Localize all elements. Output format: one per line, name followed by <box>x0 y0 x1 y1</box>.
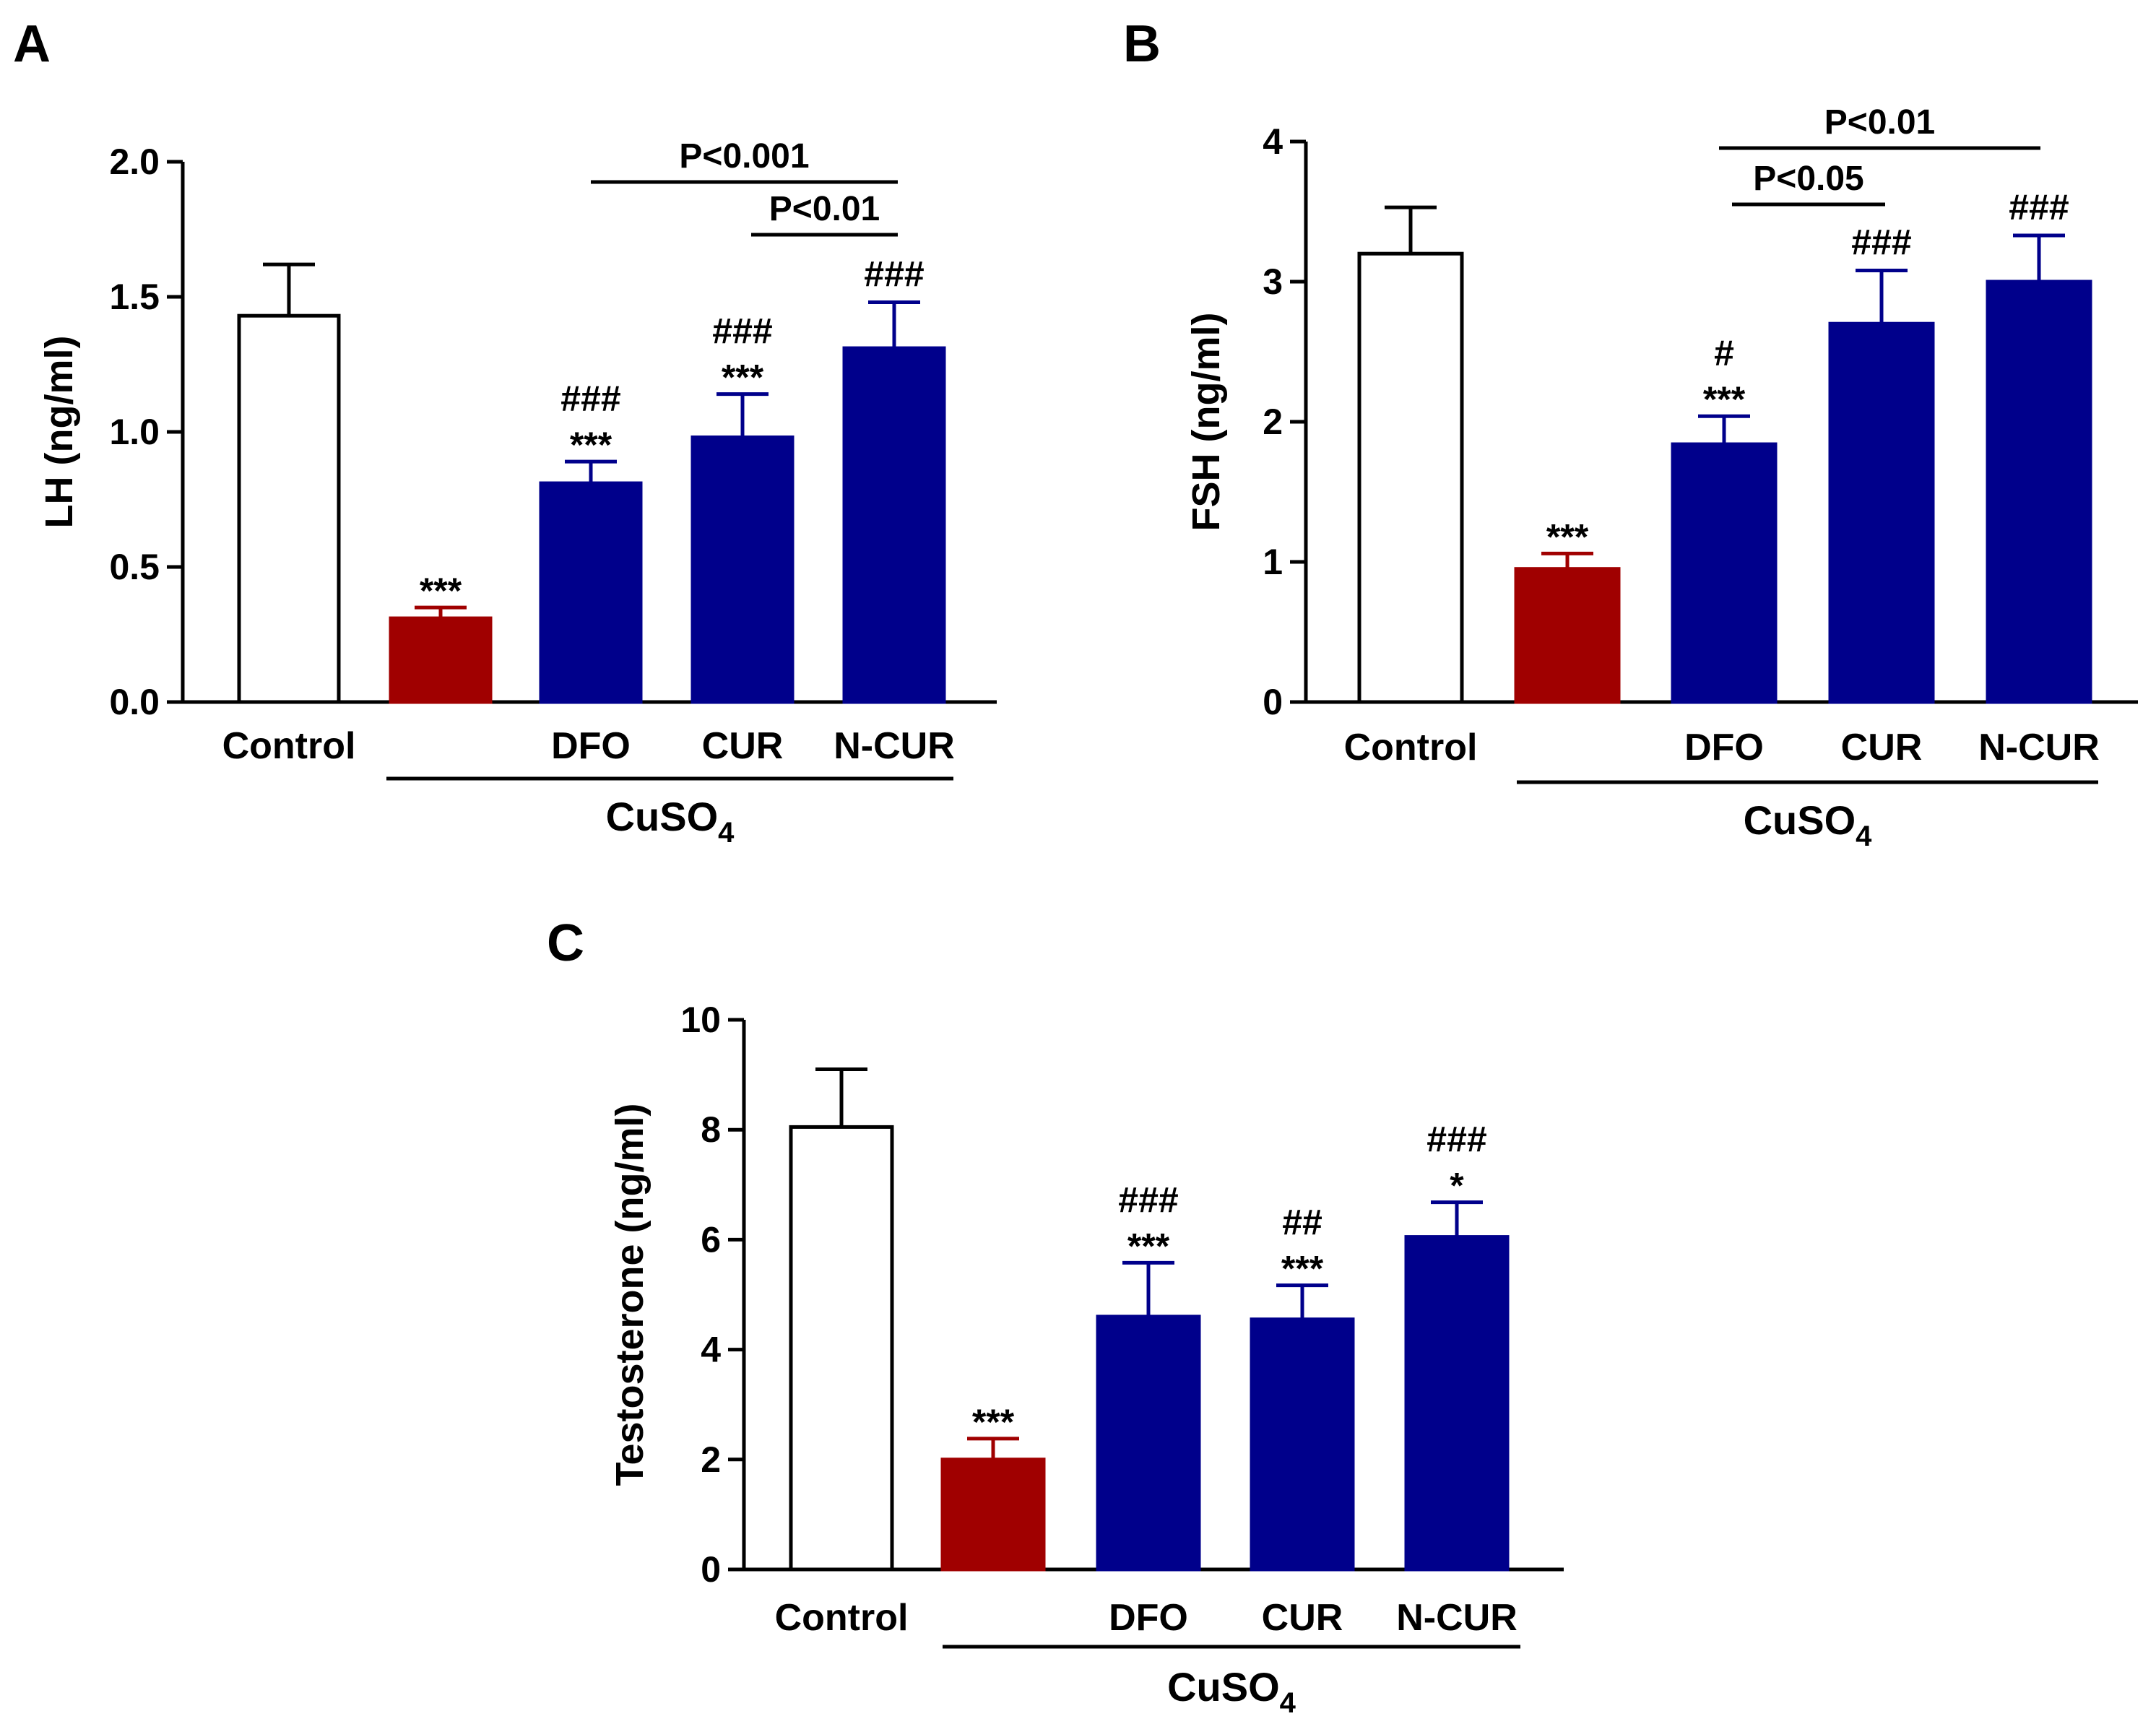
y-tick-label: 8 <box>701 1109 721 1150</box>
significance-mark: *** <box>1127 1226 1170 1266</box>
panel-letter: B <box>1123 15 1161 73</box>
x-category-label: CUR <box>702 725 784 767</box>
significance-mark: ### <box>864 254 924 294</box>
bar-dfo <box>1096 1314 1201 1572</box>
significance-mark: # <box>1714 333 1734 373</box>
group-label: CuSO4 <box>1744 797 1873 852</box>
y-tick-label: 0 <box>701 1549 721 1590</box>
panel-letter: C <box>547 914 584 972</box>
significance-mark: *** <box>420 571 462 611</box>
significance-mark: ### <box>712 311 772 352</box>
significance-mark: *** <box>570 425 612 465</box>
bar-n-cur <box>1404 1235 1510 1572</box>
significance-mark: *** <box>972 1402 1015 1442</box>
panel-letter: A <box>13 15 51 73</box>
bar-cuso4 <box>1514 567 1621 704</box>
bar-control <box>237 313 341 704</box>
y-tick-label: 2.0 <box>109 142 160 182</box>
significance-mark: * <box>1450 1166 1464 1206</box>
y-tick-label: 2 <box>1263 402 1283 442</box>
group-label-main: CuSO <box>606 794 719 839</box>
significance-mark: *** <box>1703 379 1746 420</box>
group-label-main: CuSO <box>1744 797 1856 843</box>
group-label-main: CuSO <box>1167 1664 1280 1710</box>
y-tick-label: 4 <box>1263 121 1283 162</box>
bar-control <box>789 1125 894 1572</box>
y-axis-label: LH (ng/ml) <box>38 336 81 529</box>
x-category-label: Control <box>222 725 356 767</box>
y-tick-label: 0.0 <box>109 682 160 722</box>
y-tick-label: 6 <box>701 1219 721 1260</box>
y-axis-label: FSH (ng/ml) <box>1185 313 1228 532</box>
significance-mark: ### <box>560 378 620 419</box>
x-category-label: DFO <box>1684 727 1764 768</box>
y-tick-label: 2 <box>701 1439 721 1480</box>
y-tick-label: 1 <box>1263 542 1283 582</box>
bar-cuso4 <box>389 616 493 704</box>
group-label-subscript: 4 <box>718 817 735 849</box>
significance-mark: *** <box>1546 516 1589 557</box>
bar-n-cur <box>842 346 946 704</box>
bar-cur <box>1250 1317 1355 1572</box>
comparison-label: P<0.05 <box>1753 160 1863 198</box>
significance-mark: ### <box>1118 1179 1178 1220</box>
panel-b: B FSH (ng/ml) 0 1 2 3 4 Control *** *** # DFO ### CUR… <box>1123 15 2138 852</box>
group-label: CuSO4 <box>1167 1664 1296 1719</box>
bar-dfo <box>1671 442 1778 704</box>
significance-mark: ### <box>2009 187 2069 228</box>
bar-cur <box>690 435 795 704</box>
y-axis-label: Testosterone (ng/ml) <box>608 1103 651 1486</box>
y-tick-label: 1.0 <box>109 412 160 452</box>
x-category-label: Control <box>1344 727 1478 768</box>
bar-control <box>1357 251 1464 704</box>
x-category-label: DFO <box>551 725 631 767</box>
bar-cuso4 <box>940 1457 1046 1572</box>
comparison-label: P<0.01 <box>769 190 880 228</box>
bar-cur <box>1828 321 1935 704</box>
y-tick-label: 10 <box>680 1000 721 1040</box>
significance-mark: ### <box>1851 222 1911 262</box>
group-label-subscript: 4 <box>1856 820 1872 852</box>
y-tick-label: 1.5 <box>109 277 160 317</box>
x-category-label: N-CUR <box>834 725 955 767</box>
y-tick-label: 4 <box>701 1330 721 1370</box>
y-tick-label: 3 <box>1263 261 1283 302</box>
x-category-label: N-CUR <box>1978 727 2100 768</box>
significance-mark: ### <box>1426 1119 1486 1160</box>
significance-mark: ## <box>1282 1203 1322 1243</box>
x-category-label: Control <box>775 1597 909 1639</box>
bar-dfo <box>539 481 643 704</box>
group-label-subscript: 4 <box>1280 1687 1296 1719</box>
significance-mark: *** <box>722 358 764 398</box>
group-label: CuSO4 <box>606 794 735 849</box>
y-tick-label: 0 <box>1263 682 1283 722</box>
x-category-label: CUR <box>1841 727 1923 768</box>
comparison-label: P<0.001 <box>679 137 809 176</box>
x-category-label: CUR <box>1262 1597 1343 1639</box>
x-category-label: DFO <box>1109 1597 1188 1639</box>
panel-a: A LH (ng/ml) 0.0 0.5 1.0 1.5 2.0 Control *** *** #… <box>13 15 997 849</box>
significance-mark: *** <box>1281 1249 1324 1289</box>
bar-n-cur <box>1986 280 2092 704</box>
comparison-label: P<0.01 <box>1824 103 1935 142</box>
y-tick-label: 0.5 <box>109 547 160 587</box>
x-category-label: N-CUR <box>1396 1597 1518 1639</box>
